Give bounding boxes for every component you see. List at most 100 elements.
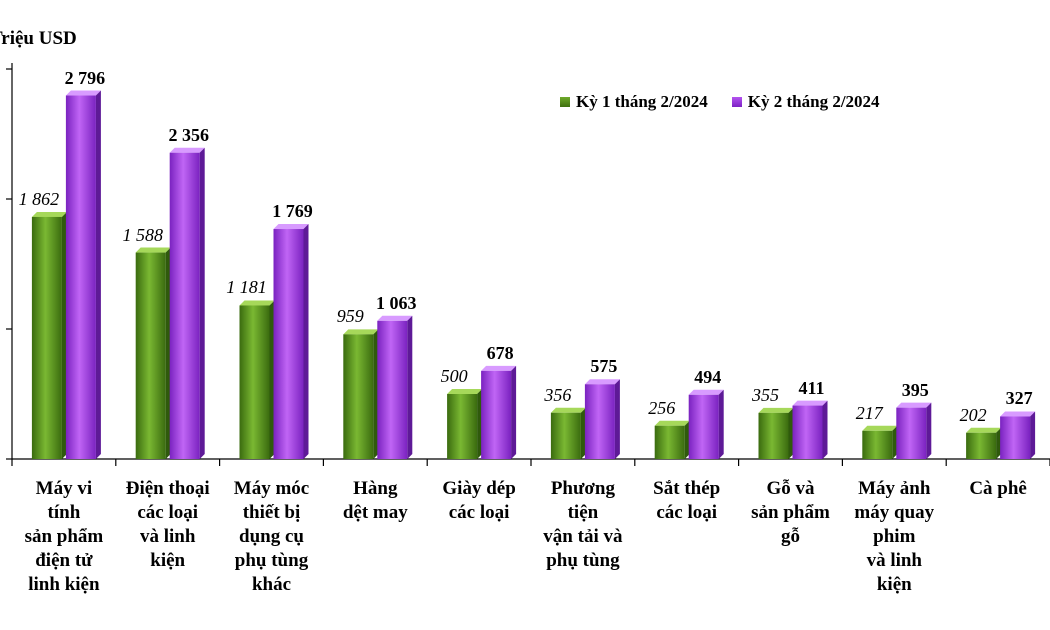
category-label-8-line-1: Gỗ và bbox=[766, 478, 815, 499]
bar-top-series-2-cat-4 bbox=[377, 315, 413, 321]
bar-top-series-1-cat-8 bbox=[758, 407, 794, 413]
bar-top-series-1-cat-4 bbox=[343, 329, 379, 335]
bar-side-series-1-cat-7 bbox=[684, 420, 690, 459]
category-label-2-line-1: Điện thoại bbox=[125, 478, 210, 499]
bar-side-series-1-cat-5 bbox=[477, 389, 483, 459]
category-label-3-line-3: dụng cụ bbox=[239, 526, 304, 547]
category-label-9-line-1: Máy ảnh bbox=[858, 478, 931, 499]
value-label-series-1-cat-7: 256 bbox=[648, 397, 676, 418]
value-label-series-1-cat-8: 355 bbox=[752, 384, 779, 405]
category-label-8: Gỗ và sản phẩm gỗ bbox=[739, 477, 843, 549]
value-label-series-2-cat-9: 395 bbox=[901, 379, 929, 400]
bar-series-1-cat-4 bbox=[343, 334, 374, 459]
value-label-series-1-cat-1: 1 862 bbox=[18, 188, 60, 209]
legend-swatch-series-2 bbox=[731, 97, 742, 107]
value-label-series-2-cat-2: 2 356 bbox=[168, 124, 209, 145]
category-label-1-line-3: sản phẩm bbox=[24, 526, 104, 547]
bar-series-2-cat-3 bbox=[273, 229, 304, 459]
bar-series-2-cat-10 bbox=[1000, 416, 1031, 459]
bar-top-series-2-cat-7 bbox=[688, 389, 724, 395]
legend: Kỳ 1 tháng 2/2024 Kỳ 2 tháng 2/2024 bbox=[560, 90, 880, 114]
value-label-series-2-cat-1: 2 796 bbox=[64, 67, 106, 88]
value-label-series-1-cat-3: 1 181 bbox=[226, 277, 267, 298]
category-label-4: Hàng dệt may bbox=[323, 477, 427, 525]
category-label-1-line-1: Máy vi bbox=[35, 478, 93, 499]
category-label-3-line-4: phụ tùng bbox=[234, 550, 309, 571]
category-label-6-line-2: tiện bbox=[567, 502, 599, 523]
bar-side-series-1-cat-8 bbox=[788, 407, 794, 459]
bar-side-series-2-cat-6 bbox=[614, 379, 620, 459]
bar-side-series-1-cat-3 bbox=[269, 300, 275, 459]
bar-top-series-2-cat-6 bbox=[584, 379, 620, 385]
legend-swatch-series-1 bbox=[560, 97, 570, 107]
category-label-7: Sắt thép các loại bbox=[635, 477, 739, 525]
category-label-5-line-1: Giày dép bbox=[442, 478, 516, 499]
category-label-2: Điện thoại các loại và linh kiện bbox=[116, 477, 220, 573]
bar-top-series-2-cat-3 bbox=[273, 224, 309, 230]
value-label-series-1-cat-4: 959 bbox=[336, 306, 364, 327]
category-label-9-line-2: máy quay bbox=[854, 502, 935, 523]
value-label-series-1-cat-2: 1 588 bbox=[122, 224, 163, 245]
bar-side-series-2-cat-1 bbox=[95, 90, 101, 460]
category-label-5-line-2: các loại bbox=[448, 502, 510, 523]
bar-top-series-1-cat-10 bbox=[966, 427, 1002, 433]
category-label-2-line-3: và linh bbox=[139, 526, 196, 547]
category-label-6-line-4: phụ tùng bbox=[546, 550, 620, 571]
bar-side-series-1-cat-6 bbox=[580, 407, 586, 459]
bar-side-series-1-cat-1 bbox=[61, 211, 67, 459]
bar-series-2-cat-1 bbox=[65, 95, 96, 460]
value-label-series-1-cat-10: 202 bbox=[959, 404, 987, 425]
bar-series-2-cat-6 bbox=[584, 384, 615, 459]
bar-series-1-cat-6 bbox=[550, 412, 581, 459]
y-axis-unit-label-container: Triệu USD bbox=[0, 26, 80, 56]
value-label-series-1-cat-5: 500 bbox=[440, 366, 468, 386]
category-label-1-line-2: tính bbox=[47, 502, 81, 523]
bar-top-series-2-cat-1 bbox=[65, 90, 101, 96]
bar-series-1-cat-9 bbox=[862, 430, 893, 459]
value-label-series-2-cat-5: 678 bbox=[486, 342, 514, 363]
bar-top-series-1-cat-6 bbox=[550, 407, 586, 413]
bar-side-series-2-cat-5 bbox=[511, 365, 517, 459]
category-label-6: Phương tiện vận tải và phụ tùng bbox=[531, 477, 635, 573]
bar-series-1-cat-8 bbox=[758, 412, 789, 459]
bar-series-2-cat-7 bbox=[688, 394, 719, 459]
category-label-8-line-2: sản phẩm bbox=[751, 502, 830, 523]
bar-series-1-cat-7 bbox=[654, 425, 685, 459]
category-label-1-line-4: điện tử bbox=[35, 550, 93, 571]
bar-top-series-2-cat-2 bbox=[169, 147, 205, 153]
value-label-series-2-cat-6: 575 bbox=[590, 356, 618, 377]
bar-top-series-2-cat-9 bbox=[896, 402, 932, 408]
value-label-series-2-cat-3: 1 769 bbox=[272, 201, 313, 222]
legend-label-series-2: Kỳ 2 tháng 2/2024 bbox=[747, 92, 880, 111]
bar-side-series-2-cat-8 bbox=[822, 400, 828, 459]
y-axis-unit-label: Triệu USD bbox=[0, 28, 77, 49]
category-label-10: Cà phê bbox=[946, 477, 1050, 501]
bar-series-1-cat-3 bbox=[239, 305, 270, 459]
bar-series-1-cat-2 bbox=[135, 252, 166, 459]
value-label-series-2-cat-7: 494 bbox=[694, 366, 722, 387]
bar-side-series-1-cat-2 bbox=[165, 247, 171, 459]
category-label-9-line-3: phim bbox=[873, 526, 916, 547]
category-label-3-line-5: khác bbox=[251, 574, 292, 595]
legend-item-series-2: Kỳ 2 tháng 2/2024 bbox=[731, 92, 880, 112]
bar-series-2-cat-5 bbox=[481, 370, 512, 459]
bar-series-2-cat-9 bbox=[896, 407, 927, 459]
bar-side-series-1-cat-4 bbox=[373, 329, 379, 459]
bar-series-1-cat-5 bbox=[447, 394, 478, 459]
bar-side-series-2-cat-3 bbox=[303, 224, 309, 459]
legend-label-series-1: Kỳ 1 tháng 2/2024 bbox=[576, 92, 708, 111]
bar-top-series-2-cat-5 bbox=[481, 365, 517, 371]
category-label-4-line-2: dệt may bbox=[342, 502, 408, 523]
category-label-3: Máy móc thiết bị dụng cụ phụ tùng khác bbox=[220, 477, 324, 597]
bar-side-series-2-cat-7 bbox=[718, 389, 724, 459]
category-label-2-line-4: kiện bbox=[150, 550, 186, 571]
bar-series-1-cat-10 bbox=[966, 432, 997, 459]
category-label-10-line-1: Cà phê bbox=[969, 478, 1027, 499]
category-label-3-line-2: thiết bị bbox=[242, 502, 301, 523]
bar-top-series-2-cat-8 bbox=[792, 400, 828, 406]
bar-series-2-cat-4 bbox=[377, 320, 408, 459]
category-label-3-line-1: Máy móc bbox=[233, 478, 310, 499]
category-label-7-line-2: các loại bbox=[656, 502, 718, 523]
category-label-1: Máy vi tính sản phẩm điện tử linh kiện bbox=[12, 477, 116, 597]
